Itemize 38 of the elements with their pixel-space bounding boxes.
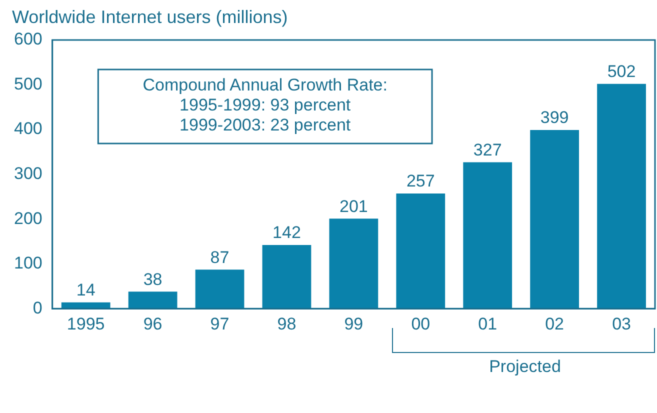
x-tick-label: 97	[210, 314, 230, 334]
data-label: 87	[210, 248, 230, 267]
annotation: 1999-2003: 23 percent	[180, 116, 351, 135]
bar	[463, 162, 512, 309]
bar	[195, 270, 244, 309]
x-tick-label: 00	[411, 314, 430, 334]
bar	[396, 194, 446, 309]
annotation: 1995-1999: 93 percent	[180, 96, 351, 115]
x-tick-label: 02	[545, 314, 564, 334]
y-tick-label: 200	[14, 208, 42, 228]
chart-title: Worldwide Internet users (millions)	[12, 7, 288, 28]
y-tick-label: 100	[14, 254, 42, 273]
data-label: 399	[540, 108, 569, 128]
annotation: Compound Annual Growth Rate:	[142, 76, 388, 95]
data-label: 327	[473, 140, 502, 160]
data-label: 201	[339, 196, 368, 216]
x-tick-label: 96	[143, 314, 162, 334]
x-tick-label: 1995	[66, 314, 105, 334]
text: Projected	[489, 356, 561, 376]
data-label: 257	[406, 172, 435, 191]
y-tick-label: 600	[14, 30, 42, 49]
x-tick-label: 99	[344, 314, 364, 334]
bar	[329, 218, 378, 309]
bar	[262, 245, 312, 309]
y-tick-label: 500	[14, 74, 42, 94]
data-label: 142	[272, 223, 301, 242]
data-label: 502	[607, 62, 636, 82]
data-label: 38	[143, 270, 162, 289]
y-tick-label: 400	[14, 119, 42, 138]
bar	[530, 130, 579, 309]
y-tick-label: 0	[32, 298, 42, 318]
y-tick-label: 300	[14, 164, 42, 183]
data-label: 14	[76, 280, 96, 300]
bar	[128, 292, 178, 309]
x-tick-label: 01	[478, 314, 498, 334]
x-tick-label: 03	[612, 314, 631, 334]
x-tick-label: 98	[277, 314, 296, 334]
bar	[597, 84, 646, 309]
